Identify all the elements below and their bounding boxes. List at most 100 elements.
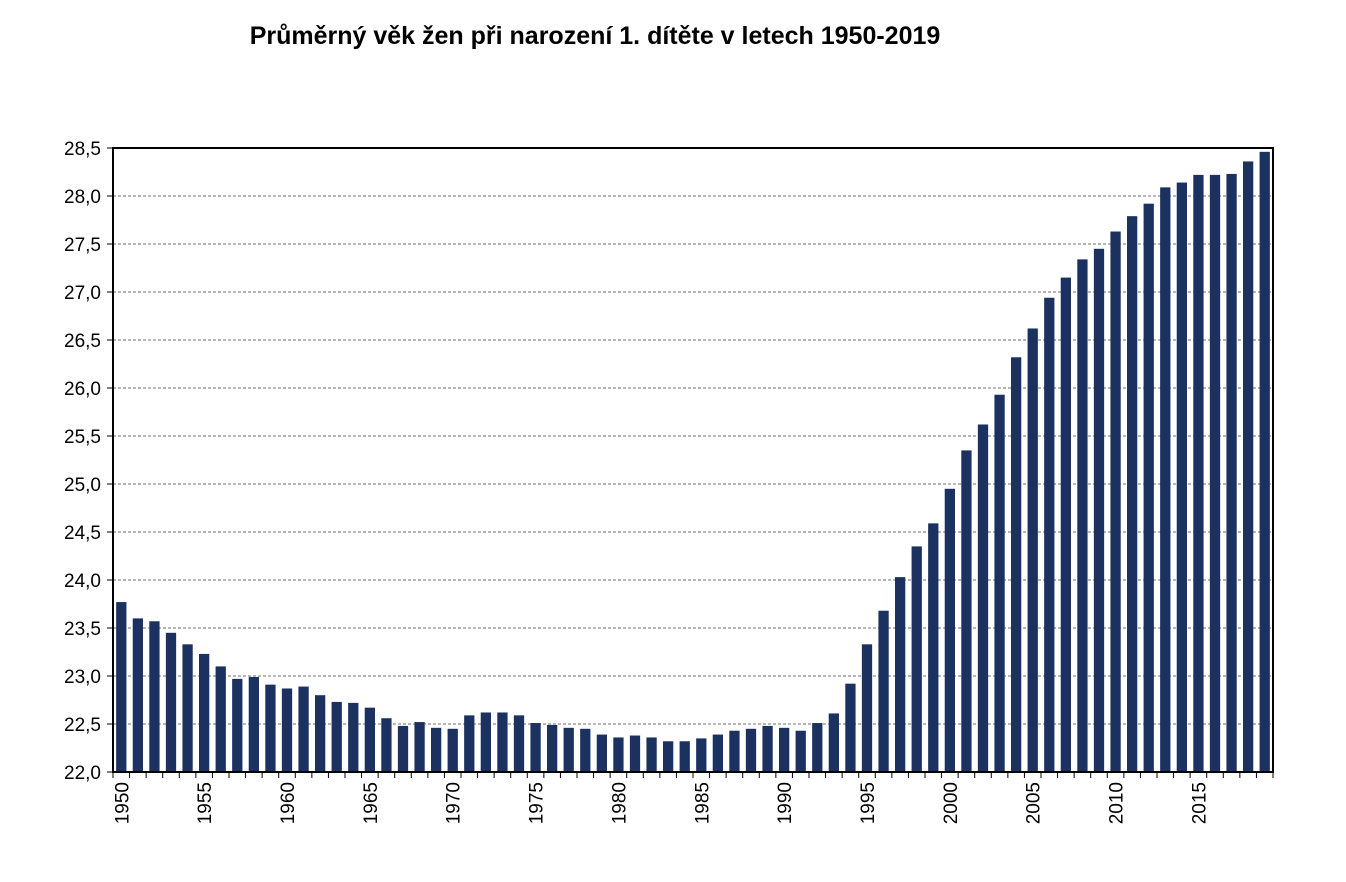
y-tick-label: 25,0 (64, 475, 101, 496)
y-tick-label: 28,5 (64, 139, 101, 160)
bar (928, 523, 939, 772)
x-tick-label: 1955 (195, 782, 216, 824)
y-tick-label: 28,0 (64, 187, 101, 208)
bar (464, 715, 475, 772)
x-tick-label: 1980 (609, 782, 630, 824)
bar (480, 712, 491, 772)
bar (779, 727, 790, 772)
x-tick-label: 1990 (775, 782, 796, 824)
x-tick-label: 1975 (527, 782, 548, 824)
bar (1226, 173, 1237, 773)
bar (149, 621, 160, 772)
x-tick-label: 2005 (1024, 782, 1045, 824)
x-tick-label: 2010 (1107, 782, 1128, 824)
x-tick-label: 2015 (1189, 782, 1210, 824)
x-tick-label: 1950 (112, 782, 133, 824)
bar (745, 728, 757, 772)
bar (248, 676, 259, 772)
bar (364, 707, 375, 772)
y-tick-label: 23,5 (64, 619, 101, 640)
y-tick-label: 26,0 (64, 379, 101, 400)
x-tick-label: 1995 (858, 782, 879, 824)
bar (679, 741, 690, 772)
bar (895, 577, 906, 772)
chart-title: Průměrný věk žen při narození 1. dítěte … (249, 22, 941, 50)
bar (431, 727, 442, 772)
x-tick-label: 1970 (444, 782, 465, 824)
y-tick-label: 27,5 (64, 235, 101, 256)
bar (1127, 216, 1138, 772)
bar (861, 644, 873, 772)
bar (629, 735, 641, 772)
bar (513, 715, 525, 772)
bar (182, 644, 193, 772)
bar (1259, 151, 1270, 773)
y-tick-label: 24,0 (64, 571, 101, 592)
bar (613, 737, 624, 772)
bar (878, 610, 889, 772)
bar (663, 741, 674, 772)
bar (1060, 277, 1071, 772)
bar (331, 701, 342, 772)
bar (315, 695, 326, 772)
bar (961, 450, 972, 772)
bar (828, 713, 839, 772)
bar (530, 723, 541, 772)
y-tick-label: 24,5 (64, 523, 101, 544)
bar (729, 730, 740, 772)
bar (845, 683, 856, 772)
x-tick-label: 1985 (692, 782, 713, 824)
bar (447, 728, 458, 772)
bar (812, 723, 823, 772)
y-tick-label: 26,5 (64, 331, 101, 352)
x-tick-label: 2000 (941, 782, 962, 824)
y-tick-label: 27,0 (64, 283, 101, 304)
bar (1193, 174, 1204, 772)
bar (1143, 203, 1154, 772)
bar (116, 602, 127, 772)
bar (1044, 297, 1055, 772)
bar (348, 702, 359, 772)
bar (944, 488, 955, 772)
y-tick-label: 25,5 (64, 427, 101, 448)
bar (1160, 187, 1171, 773)
bar (215, 666, 226, 772)
plot-frame (112, 147, 1274, 773)
bar (1110, 231, 1121, 772)
x-tick-label: 1965 (361, 782, 382, 824)
y-tick-label: 23,0 (64, 667, 101, 688)
x-tick-label: 1960 (278, 782, 299, 824)
bar (1027, 328, 1038, 772)
bar (1243, 161, 1254, 772)
bar (281, 688, 293, 772)
bar (199, 653, 210, 772)
bar (165, 632, 177, 772)
bar (1077, 259, 1088, 772)
bar (547, 724, 558, 772)
bar (1176, 182, 1187, 772)
bar (696, 738, 707, 772)
bar (132, 618, 143, 772)
y-tick-label: 22,5 (64, 715, 101, 736)
bar (911, 546, 922, 772)
bar (414, 722, 425, 772)
bar (712, 734, 723, 772)
bar (563, 727, 574, 772)
bar (795, 730, 806, 772)
bar (646, 737, 657, 772)
bar (232, 678, 243, 772)
bar (1209, 174, 1221, 772)
bar (762, 725, 773, 772)
bar (994, 394, 1005, 772)
bar (397, 725, 409, 772)
bar (265, 684, 276, 772)
bar (1093, 248, 1105, 773)
bar (580, 728, 591, 772)
bar (977, 424, 989, 772)
y-tick-label: 22,0 (64, 763, 101, 784)
bar (381, 718, 392, 772)
bar (596, 734, 607, 772)
bar (1011, 357, 1022, 772)
bar (497, 712, 508, 772)
